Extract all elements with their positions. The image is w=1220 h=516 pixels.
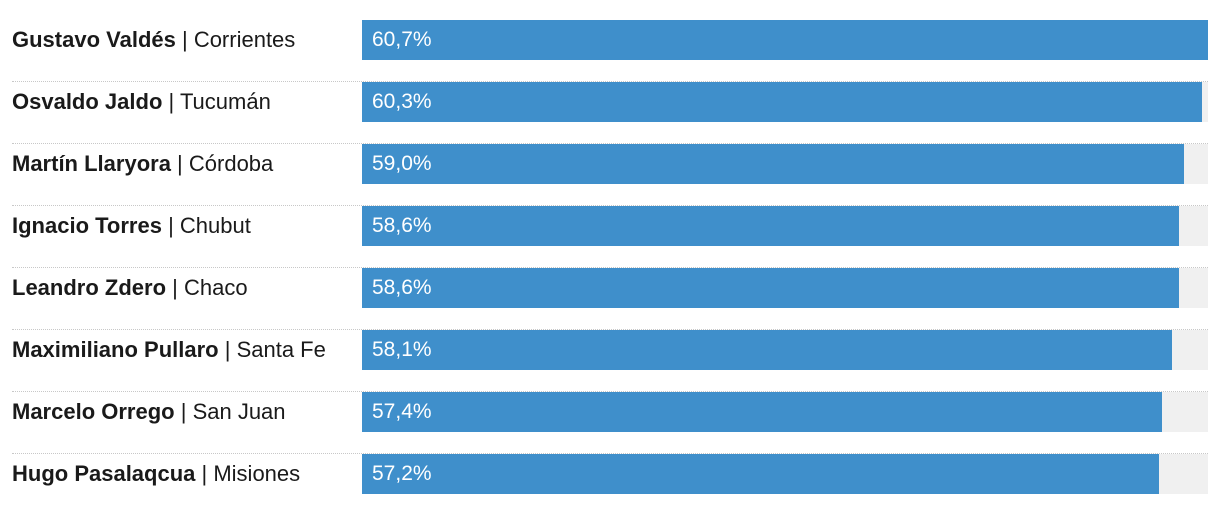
row-divider <box>12 205 1208 206</box>
bar-category-label: Gustavo Valdés | Corrientes <box>12 20 295 60</box>
governor-name: Marcelo Orrego <box>12 399 175 424</box>
label-separator: | <box>170 151 189 176</box>
label-separator: | <box>195 461 214 486</box>
province-name: Santa Fe <box>236 337 326 362</box>
bar-value-label: 58,6% <box>372 276 432 299</box>
bar <box>362 82 1202 122</box>
bar <box>362 206 1179 246</box>
row-divider <box>12 391 1208 392</box>
row-divider <box>12 81 1208 82</box>
bar <box>362 268 1179 308</box>
bar-value-label: 60,7% <box>372 28 432 51</box>
bar-category-label: Maximiliano Pullaro | Santa Fe <box>12 330 326 370</box>
province-name: Chubut <box>179 213 251 238</box>
governor-name: Gustavo Valdés <box>12 27 176 52</box>
province-name: Córdoba <box>188 151 274 176</box>
bar-category-label: Marcelo Orrego | San Juan <box>12 392 286 432</box>
bar-value-label: 59,0% <box>372 152 432 175</box>
governor-name: Leandro Zdero <box>12 275 167 300</box>
bar-category-label: Hugo Pasalaqcua | Misiones <box>12 454 300 494</box>
province-name: Corrientes <box>193 27 296 52</box>
label-separator: | <box>166 275 184 300</box>
governor-name: Hugo Pasalaqcua <box>12 461 196 486</box>
label-separator: | <box>162 89 180 114</box>
label-separator: | <box>218 337 237 362</box>
province-name: San Juan <box>192 399 286 424</box>
bar <box>362 20 1208 60</box>
province-name: Misiones <box>213 461 301 486</box>
bar-track: 57,2% <box>362 454 1208 494</box>
row-divider <box>12 267 1208 268</box>
bar-track: 60,3% <box>362 82 1208 122</box>
bar-track: 57,4% <box>362 392 1208 432</box>
bar-track: 58,1% <box>362 330 1208 370</box>
bar-category-label: Ignacio Torres | Chubut <box>12 206 251 246</box>
bar-row: Leandro Zdero | Chaco 58,6% <box>12 268 1208 330</box>
bar-track: 58,6% <box>362 206 1208 246</box>
row-divider <box>12 453 1208 454</box>
bar-value-label: 58,6% <box>372 214 432 237</box>
label-separator: | <box>175 27 194 52</box>
province-name: Chaco <box>183 275 248 300</box>
bar-row: Osvaldo Jaldo | Tucumán 60,3% <box>12 82 1208 144</box>
bar-track: 60,7% <box>362 20 1208 60</box>
bar <box>362 330 1172 370</box>
bar-category-label: Martín Llaryora | Córdoba <box>12 144 273 184</box>
governor-name: Maximiliano Pullaro <box>12 337 219 362</box>
bar-value-label: 60,3% <box>372 90 432 113</box>
row-divider <box>12 143 1208 144</box>
bar-category-label: Osvaldo Jaldo | Tucumán <box>12 82 271 122</box>
bar-row: Martín Llaryora | Córdoba 59,0% <box>12 144 1208 206</box>
label-separator: | <box>161 213 180 238</box>
row-divider <box>12 329 1208 330</box>
bar-track: 58,6% <box>362 268 1208 308</box>
bar <box>362 392 1162 432</box>
governor-name: Ignacio Torres <box>12 213 162 238</box>
bar-value-label: 57,4% <box>372 400 432 423</box>
bar-row: Hugo Pasalaqcua | Misiones 57,2% <box>12 454 1208 516</box>
label-separator: | <box>174 399 193 424</box>
bar-value-label: 57,2% <box>372 462 432 485</box>
bar-row: Ignacio Torres | Chubut 58,6% <box>12 206 1208 268</box>
bar-category-label: Leandro Zdero | Chaco <box>12 268 248 308</box>
bar-value-label: 58,1% <box>372 338 432 361</box>
bar-track: 59,0% <box>362 144 1208 184</box>
bar-row: Gustavo Valdés | Corrientes 60,7% <box>12 20 1208 82</box>
bar <box>362 144 1184 184</box>
province-name: Tucumán <box>179 89 271 114</box>
bar <box>362 454 1159 494</box>
bar-row: Maximiliano Pullaro | Santa Fe 58,1% <box>12 330 1208 392</box>
governor-name: Martín Llaryora <box>12 151 171 176</box>
bar-row: Marcelo Orrego | San Juan 57,4% <box>12 392 1208 454</box>
governor-name: Osvaldo Jaldo <box>12 89 163 114</box>
